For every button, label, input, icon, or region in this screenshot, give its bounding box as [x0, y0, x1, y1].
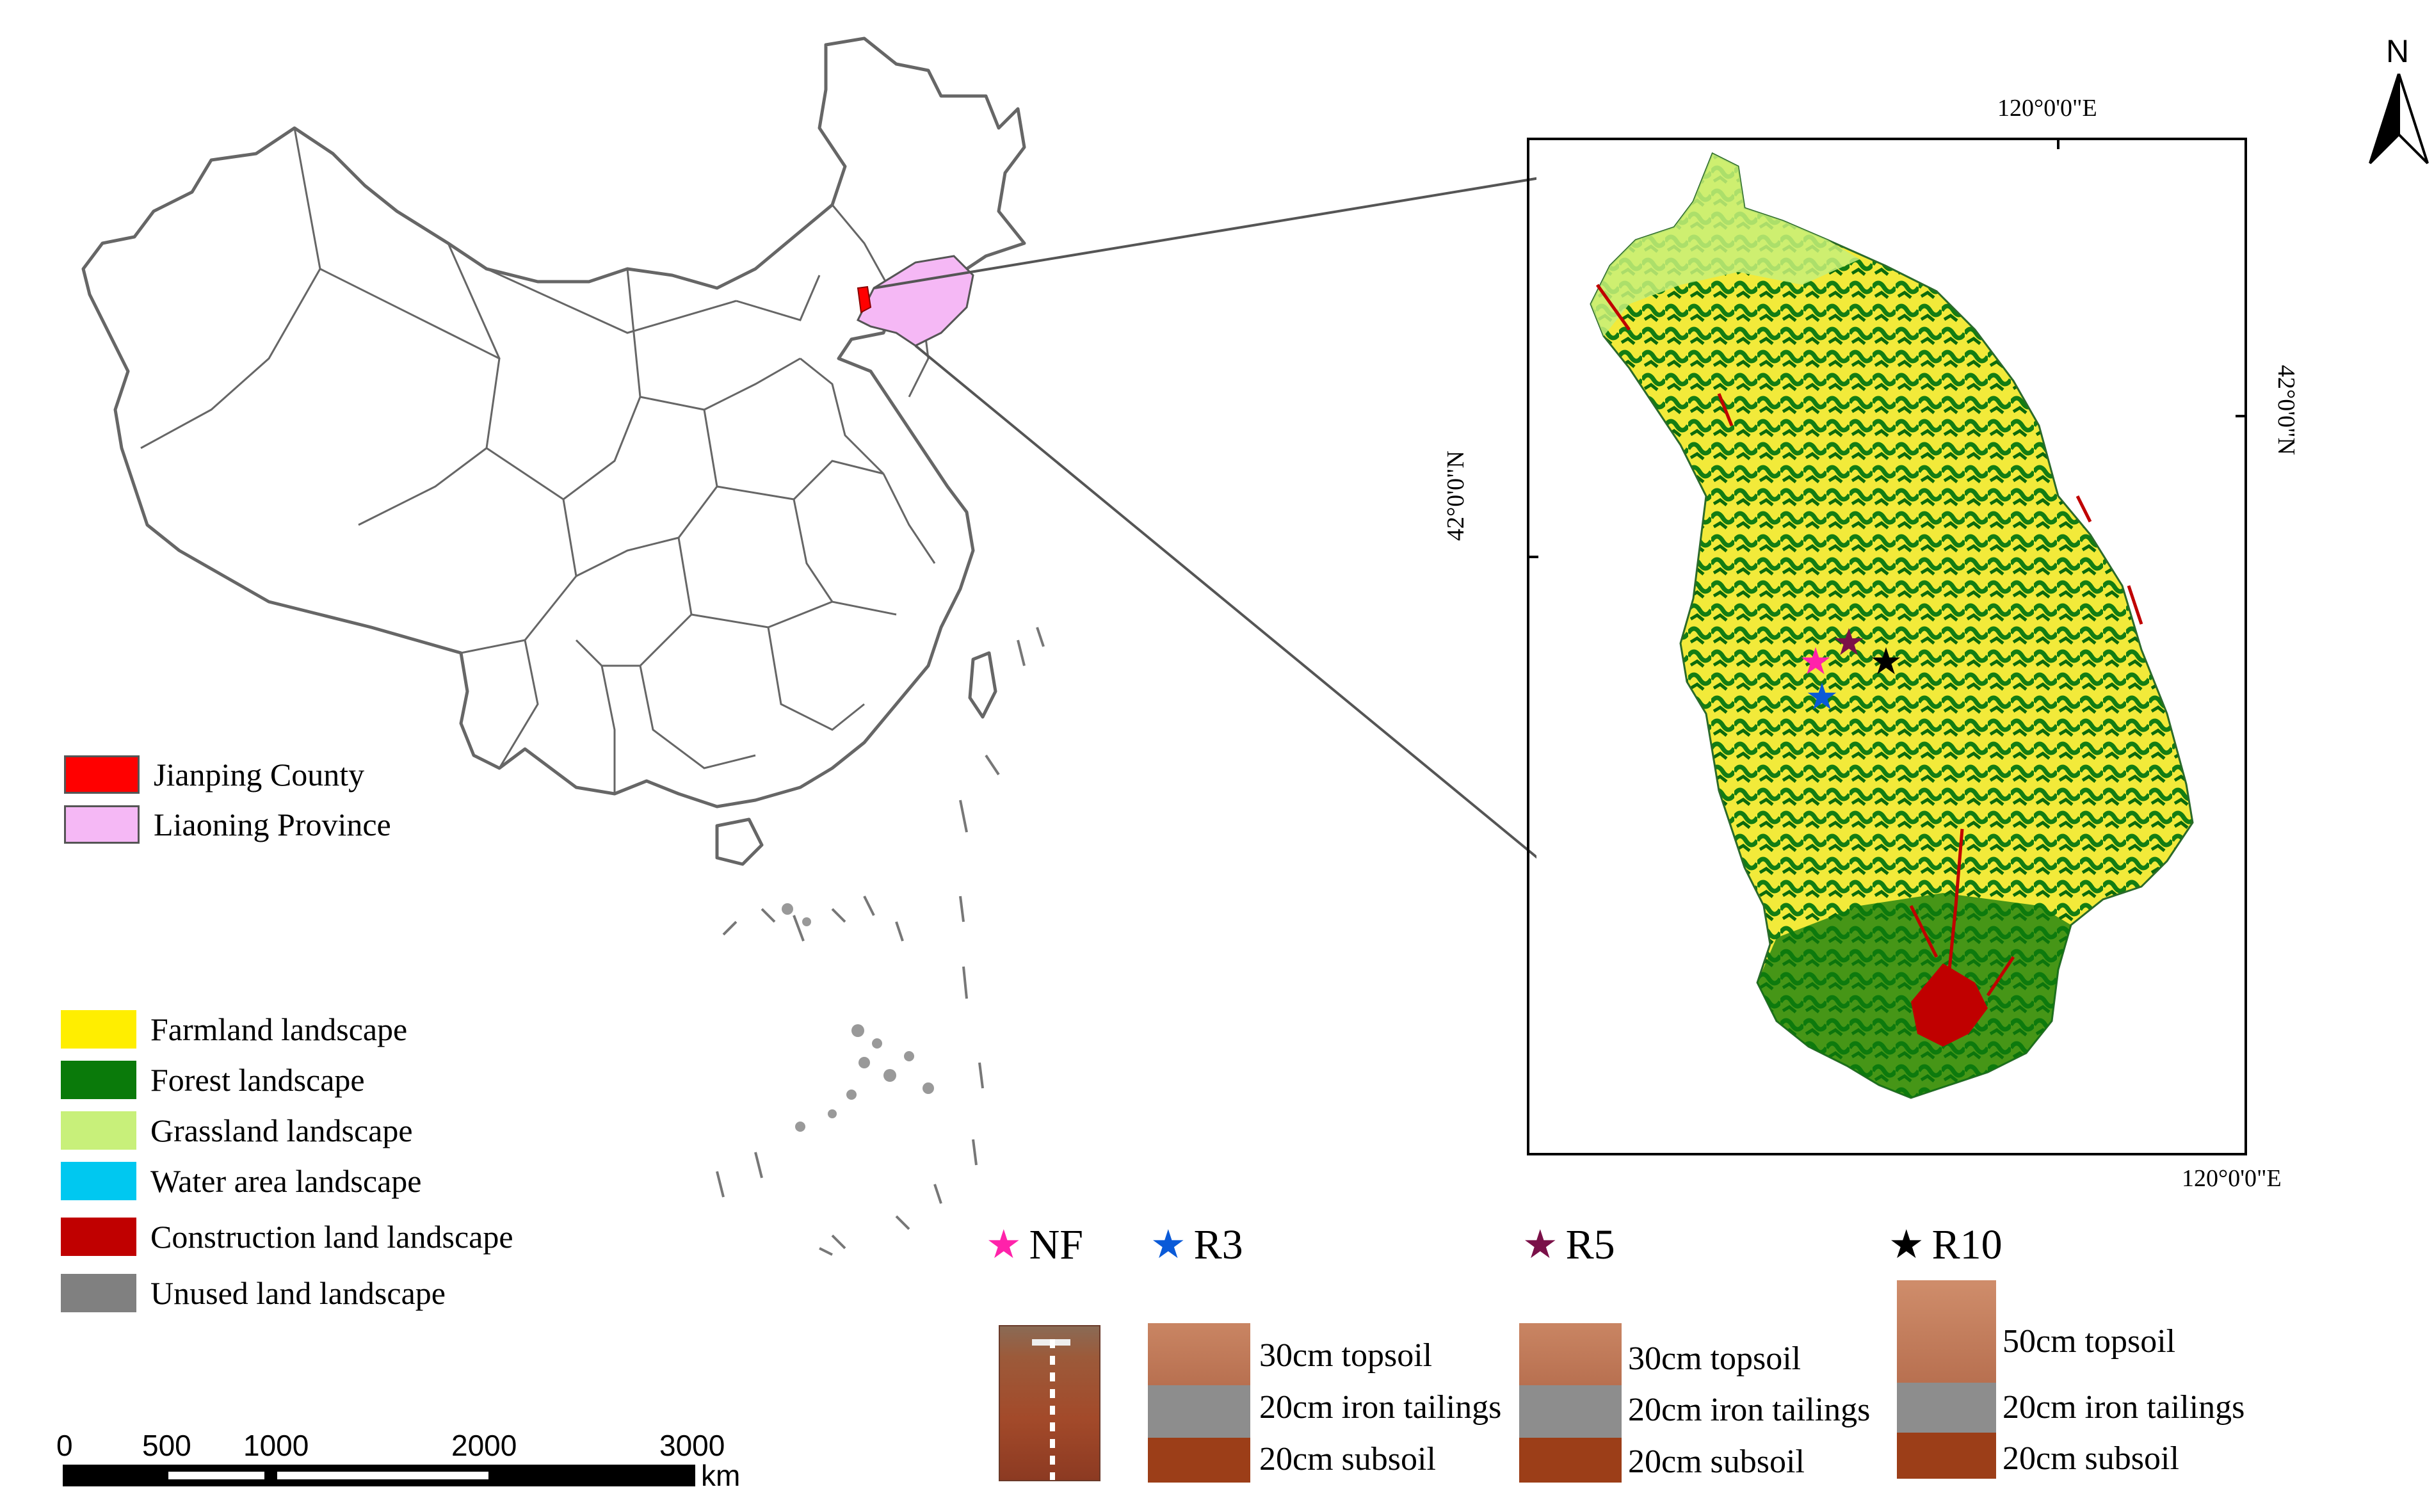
star-icon: ★ — [1889, 1223, 1924, 1267]
r3-topsoil-label: 30cm topsoil — [1259, 1337, 1433, 1374]
site-legend-r10: ★ R10 — [1889, 1224, 2003, 1266]
r5-subsoil-label: 20cm subsoil — [1628, 1444, 1805, 1480]
coord-right-label: 42°0'0"N — [2273, 365, 2300, 455]
county-inset-frame — [1527, 138, 2247, 1155]
topsoil-layer — [1519, 1323, 1622, 1385]
legend-label: Farmland landscape — [150, 1011, 408, 1047]
r3-subsoil-label: 20cm subsoil — [1259, 1441, 1436, 1477]
china-map — [81, 36, 1536, 1256]
site-marker-r3: ★ — [1805, 676, 1839, 718]
legend-label: Forest landscape — [150, 1062, 365, 1098]
jianping-landscape-map — [1527, 138, 2247, 1099]
jianping-county — [857, 286, 872, 314]
nf-soil-photo — [999, 1325, 1100, 1481]
scale-tick-1000: 1000 — [243, 1429, 309, 1462]
r10-subsoil-label: 20cm subsoil — [2003, 1440, 2179, 1477]
swatch-construction — [61, 1218, 136, 1256]
r5-tailings-label: 20cm iron tailings — [1628, 1392, 1871, 1428]
coord-bottom-label: 120°0'0"E — [2182, 1165, 2282, 1192]
north-arrow-icon — [2369, 74, 2429, 165]
legend-label: Grassland landscape — [150, 1113, 413, 1148]
r5-profile — [1519, 1323, 1622, 1483]
hainan-island — [715, 817, 764, 866]
scale-tick-2000: 2000 — [451, 1429, 517, 1462]
subsoil-layer — [1148, 1438, 1250, 1483]
taiwan-island — [968, 651, 997, 719]
legend-label: Unused land landscape — [150, 1275, 446, 1311]
r3-profile — [1148, 1323, 1250, 1483]
scale-bar — [63, 1465, 695, 1486]
subsoil-layer — [1897, 1433, 1996, 1479]
legend-construction: Construction land landscape — [61, 1218, 513, 1256]
swatch-farmland — [61, 1010, 136, 1049]
site-label: NF — [1029, 1221, 1083, 1268]
site-label: R3 — [1193, 1221, 1243, 1268]
coord-top-label: 120°0'0"E — [1997, 95, 2097, 122]
r3-tailings-label: 20cm iron tailings — [1259, 1389, 1502, 1426]
scale-unit: km — [701, 1459, 741, 1492]
site-label: R10 — [1931, 1221, 2003, 1268]
site-marker-r10: ★ — [1869, 641, 1903, 682]
legend-jianping-county: Jianping County — [64, 755, 364, 794]
swatch-forest — [61, 1061, 136, 1099]
site-marker-r5: ★ — [1832, 622, 1866, 663]
legend-liaoning-province: Liaoning Province — [64, 805, 391, 844]
swatch-liaoning — [64, 805, 140, 844]
r10-tailings-label: 20cm iron tailings — [2003, 1389, 2245, 1426]
swatch-unused — [61, 1274, 136, 1312]
r10-topsoil-label: 50cm topsoil — [2003, 1323, 2176, 1360]
star-icon: ★ — [986, 1223, 1022, 1267]
legend-unused: Unused land landscape — [61, 1274, 446, 1312]
topsoil-layer — [1148, 1323, 1250, 1385]
r10-profile — [1897, 1280, 1996, 1479]
site-legend-r5: ★ R5 — [1522, 1224, 1615, 1266]
tailings-layer — [1897, 1383, 1996, 1433]
legend-water: Water area landscape — [61, 1162, 421, 1200]
china-outline — [81, 36, 1026, 808]
swatch-jianping — [64, 755, 140, 794]
liaoning-province — [856, 255, 974, 347]
legend-label: Water area landscape — [150, 1163, 422, 1199]
legend-label: Jianping County — [154, 757, 365, 792]
star-icon: ★ — [1150, 1223, 1186, 1267]
site-legend-r3: ★ R3 — [1150, 1224, 1243, 1266]
coord-left-label: 42°0'0"N — [1442, 451, 1469, 541]
subsoil-layer — [1519, 1438, 1622, 1483]
swatch-grassland — [61, 1111, 136, 1150]
legend-grassland: Grassland landscape — [61, 1111, 413, 1150]
legend-farmland: Farmland landscape — [61, 1010, 407, 1049]
scale-tick-3000: 3000 — [659, 1429, 725, 1462]
r5-topsoil-label: 30cm topsoil — [1628, 1340, 1801, 1377]
topsoil-layer — [1897, 1280, 1996, 1383]
legend-label: Construction land landscape — [150, 1219, 513, 1255]
star-icon: ★ — [1522, 1223, 1558, 1267]
legend-forest: Forest landscape — [61, 1061, 365, 1099]
tailings-layer — [1148, 1385, 1250, 1438]
site-marker-nf: ★ — [1799, 641, 1832, 682]
scale-tick-500: 500 — [142, 1429, 191, 1462]
legend-label: Liaoning Province — [154, 807, 391, 842]
site-legend-nf: ★ NF — [986, 1224, 1083, 1266]
north-arrow-label: N — [2386, 33, 2410, 69]
swatch-water — [61, 1162, 136, 1200]
tailings-layer — [1519, 1385, 1622, 1438]
site-label: R5 — [1565, 1221, 1615, 1268]
scale-tick-0: 0 — [56, 1429, 73, 1462]
